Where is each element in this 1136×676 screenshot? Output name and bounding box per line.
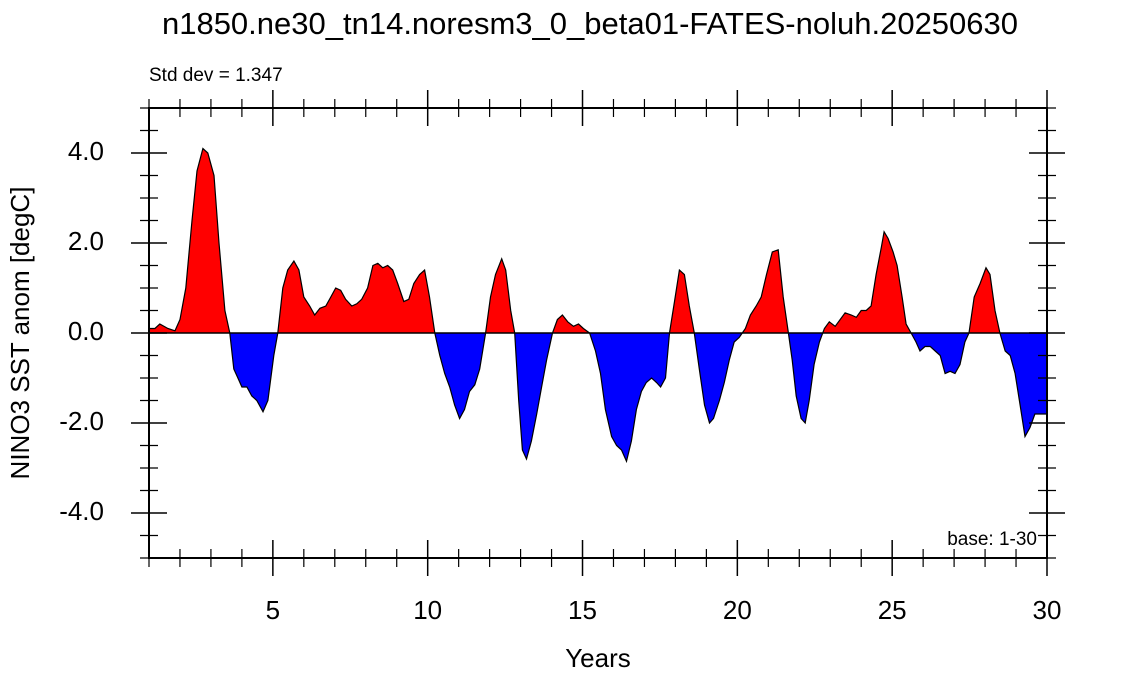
x-tick-label: 30 bbox=[1033, 595, 1062, 625]
area-above bbox=[149, 148, 1047, 333]
x-tick-label: 20 bbox=[723, 595, 752, 625]
y-tick-label: 2.0 bbox=[68, 226, 104, 256]
x-tick-label: 15 bbox=[568, 595, 597, 625]
line bbox=[149, 147, 1047, 464]
x-tick-label: 5 bbox=[266, 595, 280, 625]
chart-title: n1850.ne30_tn14.noresm3_0_beta01-FATES-n… bbox=[162, 6, 1018, 41]
x-tick-label: 25 bbox=[878, 595, 907, 625]
y-tick-label: -4.0 bbox=[59, 496, 104, 526]
x-tick-label: 10 bbox=[413, 595, 442, 625]
y-tick-label: -2.0 bbox=[59, 406, 104, 436]
area-below bbox=[149, 333, 1047, 462]
y-axis-label: NINO3 SST anom [degC] bbox=[5, 187, 35, 480]
annotation: base: 1-30 bbox=[947, 529, 1037, 550]
y-tick-label: 0.0 bbox=[68, 316, 104, 346]
x-axis-label: Years bbox=[565, 643, 631, 673]
annotation: Std dev = 1.347 bbox=[149, 65, 283, 86]
y-tick-label: 4.0 bbox=[68, 136, 104, 166]
